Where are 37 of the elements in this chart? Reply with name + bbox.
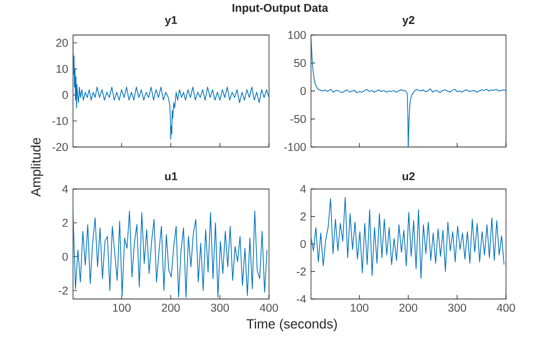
- y-tick-label: 0: [300, 240, 306, 248]
- x-tick-label: 100: [350, 304, 368, 312]
- y-tick-label: 0: [300, 87, 306, 96]
- y-tick-label: -2: [296, 268, 306, 276]
- y-tick-label: 20: [56, 38, 68, 47]
- line-series: [311, 196, 504, 279]
- y-tick-label: 100: [288, 31, 306, 40]
- y-tick-label: -10: [52, 116, 68, 125]
- chart-title: y1: [164, 16, 177, 26]
- x-tick-label: 100: [113, 304, 131, 312]
- y-tick-label: 4: [300, 185, 306, 193]
- chart-title: u1: [165, 172, 178, 180]
- text: Input-Output Data: [232, 4, 328, 14]
- y-tick-label: 0: [62, 90, 68, 99]
- y-tick-label: 2: [62, 218, 68, 227]
- y-tick-label: 2: [300, 212, 306, 220]
- x-tick-label: 400: [496, 304, 516, 312]
- y-tick-label: -50: [290, 114, 306, 124]
- x-tick-label: 400: [260, 304, 278, 312]
- line-series: [73, 210, 268, 298]
- x-tick-label: 200: [399, 304, 418, 312]
- y-tick-label: -20: [52, 142, 68, 151]
- y-tick-label: -4: [296, 295, 306, 303]
- x-tick-label: 300: [448, 304, 466, 312]
- y-tick-label: 10: [56, 64, 68, 73]
- y-tick-label: -2: [58, 286, 68, 294]
- y-tick-label: 50: [294, 59, 306, 68]
- x-tick-label: 200: [162, 304, 180, 312]
- chart-title: y2: [402, 16, 414, 26]
- x-axis-title: Time (seconds): [246, 318, 337, 332]
- y-tick-label: -100: [284, 142, 306, 152]
- line-series: [311, 36, 506, 147]
- y-tick-label: 4: [62, 185, 68, 193]
- chart-title: u2: [402, 172, 415, 180]
- y-tick-label: 0: [62, 252, 68, 261]
- y-axis-title: Amplitude: [30, 138, 44, 197]
- x-tick-label: 300: [210, 304, 229, 312]
